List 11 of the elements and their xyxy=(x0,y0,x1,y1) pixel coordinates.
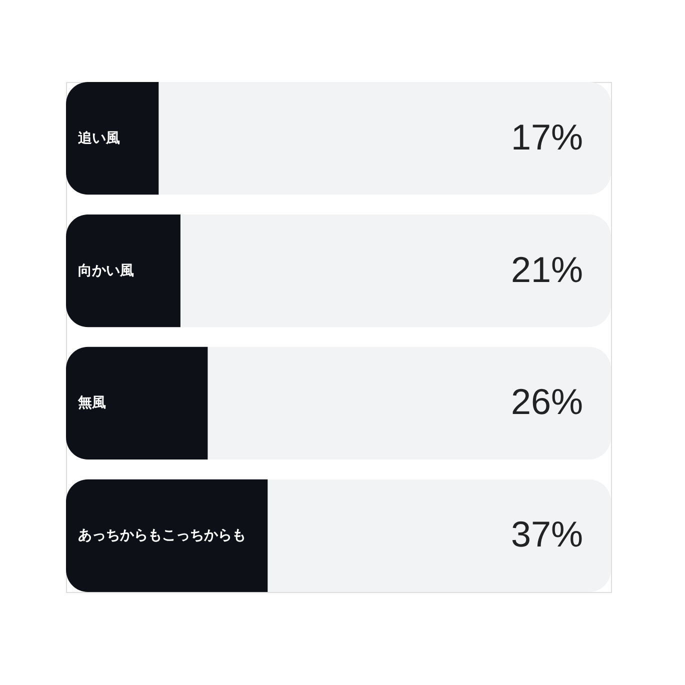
y-tick-label: 追い風 xyxy=(77,130,120,146)
y-tick-label: あっちからもこっちからも xyxy=(78,528,246,544)
bar xyxy=(66,82,159,195)
bar xyxy=(66,214,180,328)
data-label: 37% xyxy=(510,514,583,555)
data-label: 21% xyxy=(510,248,583,290)
data-label: 17% xyxy=(510,116,583,158)
data-label: 26% xyxy=(510,381,583,422)
bar xyxy=(66,346,208,460)
y-tick-label: 無風 xyxy=(77,395,106,412)
y-tick-label: 向かい風 xyxy=(78,262,134,279)
